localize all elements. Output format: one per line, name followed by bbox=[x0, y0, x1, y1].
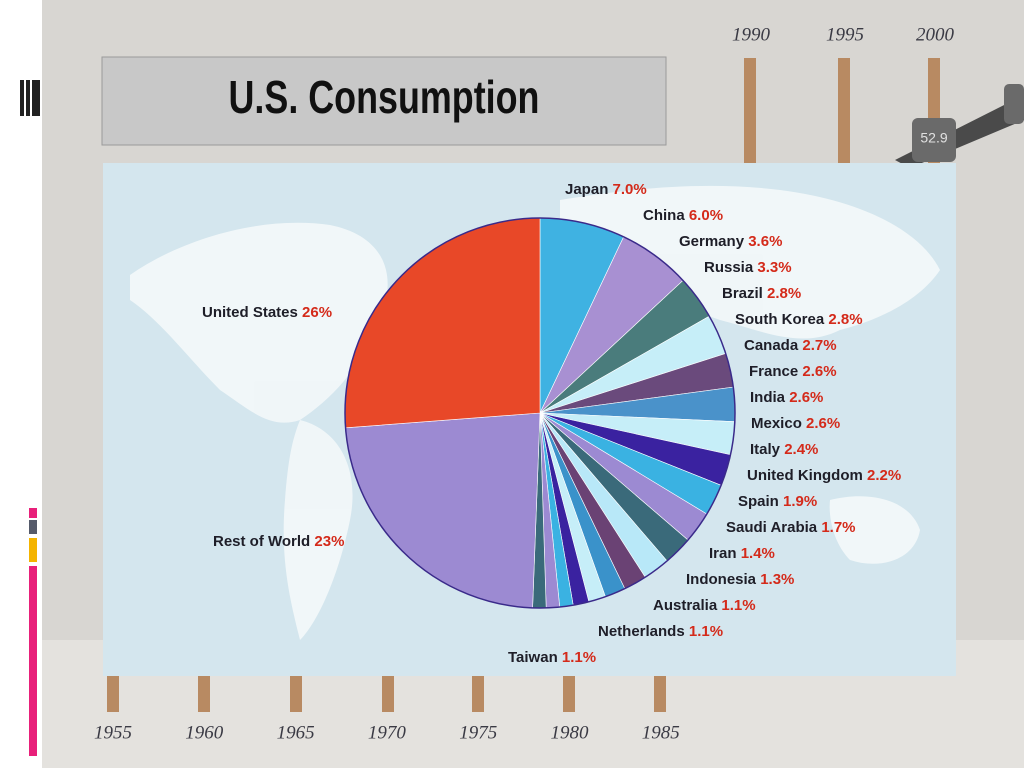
slice-value: 1.4% bbox=[741, 545, 775, 562]
slice-name: Iran bbox=[709, 545, 737, 562]
slice-value: 1.1% bbox=[721, 597, 755, 614]
slice-label: Indonesia 1.3% bbox=[686, 571, 794, 588]
slice-label: Italy 2.4% bbox=[750, 441, 818, 458]
slice-name: Mexico bbox=[751, 415, 802, 432]
slice-name: Netherlands bbox=[598, 623, 685, 640]
slice-name: Taiwan bbox=[508, 649, 558, 666]
slice-value: 2.8% bbox=[828, 311, 862, 328]
slice-name: United States bbox=[202, 304, 298, 321]
year-label: 1965 bbox=[277, 722, 315, 743]
slice-label: Canada 2.7% bbox=[744, 337, 837, 354]
year-label: 1970 bbox=[368, 722, 407, 743]
slice-label: Netherlands 1.1% bbox=[598, 623, 723, 640]
pie-outline bbox=[344, 217, 736, 609]
slice-name: Saudi Arabia bbox=[726, 519, 818, 536]
slice-name: Russia bbox=[704, 259, 754, 276]
year-label: 1990 bbox=[732, 24, 771, 45]
slice-label: Iran 1.4% bbox=[709, 545, 775, 562]
year-label: 1980 bbox=[551, 722, 590, 743]
slice-label: Taiwan 1.1% bbox=[508, 649, 596, 666]
slice-label: France 2.6% bbox=[749, 363, 837, 380]
slice-value: 2.6% bbox=[806, 415, 840, 432]
year-label: 1975 bbox=[459, 722, 497, 743]
left-decoration bbox=[20, 80, 40, 756]
slice-value: 6.0% bbox=[689, 207, 723, 224]
year-label: 1995 bbox=[826, 24, 864, 45]
slice-label: Australia 1.1% bbox=[653, 597, 756, 614]
title-box bbox=[101, 56, 667, 146]
barrel bbox=[912, 118, 956, 162]
slice-name: Germany bbox=[679, 233, 745, 250]
slice-name: India bbox=[750, 389, 786, 406]
barrel bbox=[1004, 84, 1024, 124]
slice-name: United Kingdom bbox=[747, 467, 863, 484]
year-label: 1985 bbox=[642, 722, 680, 743]
slice-label: United States 26% bbox=[202, 304, 332, 321]
slice-label: India 2.6% bbox=[750, 389, 823, 406]
pie-chart: Japan 7.0% China 6.0% Germany 3.6% Russia 3… bbox=[202, 181, 901, 666]
timeline-years: 1990 1995 2000 1955 1960 1965 1970 1975 1980 1985 bbox=[94, 24, 955, 743]
slice-name: Rest of World bbox=[213, 533, 310, 550]
slice-name: China bbox=[643, 207, 685, 224]
slice-label: Rest of World 23% bbox=[213, 533, 344, 550]
slice-value: 2.6% bbox=[789, 389, 823, 406]
year-label: 1955 bbox=[94, 722, 132, 743]
slice-label: Brazil 2.8% bbox=[722, 285, 801, 302]
slice-name: South Korea bbox=[735, 311, 825, 328]
slice-value: 26% bbox=[302, 304, 332, 321]
slice-name: Japan bbox=[565, 181, 608, 198]
slice-value: 2.4% bbox=[784, 441, 818, 458]
year-label: 1960 bbox=[185, 722, 224, 743]
slice-value: 3.6% bbox=[748, 233, 782, 250]
slice-value: 23% bbox=[314, 533, 344, 550]
slice-label: Mexico 2.6% bbox=[751, 415, 840, 432]
slice-name: Indonesia bbox=[686, 571, 757, 588]
slice-name: Spain bbox=[738, 493, 779, 510]
slice-value: 7.0% bbox=[613, 181, 647, 198]
slice-label: Germany 3.6% bbox=[679, 233, 782, 250]
slice-value: 2.8% bbox=[767, 285, 801, 302]
slice-value: 1.1% bbox=[689, 623, 723, 640]
slice-label: China 6.0% bbox=[643, 207, 723, 224]
year-label: 2000 bbox=[916, 24, 955, 45]
slice-name: Italy bbox=[750, 441, 781, 458]
slice-value: 2.6% bbox=[802, 363, 836, 380]
slice-value: 1.9% bbox=[783, 493, 817, 510]
slice-name: France bbox=[749, 363, 798, 380]
slice-value: 1.1% bbox=[562, 649, 596, 666]
slide-title: U.S. Consumption bbox=[229, 72, 540, 123]
slice-label: Russia 3.3% bbox=[704, 259, 792, 276]
slice-name: Brazil bbox=[722, 285, 763, 302]
slice-label: United Kingdom 2.2% bbox=[747, 467, 901, 484]
barrel-label: 52.9 bbox=[920, 130, 947, 146]
slice-value: 2.2% bbox=[867, 467, 901, 484]
slice-name: Canada bbox=[744, 337, 799, 354]
timeline-posts bbox=[107, 58, 940, 712]
slice-value: 1.3% bbox=[760, 571, 794, 588]
slice-name: Australia bbox=[653, 597, 718, 614]
slice-label: Saudi Arabia 1.7% bbox=[726, 519, 856, 536]
slice-label: Japan 7.0% bbox=[565, 181, 647, 198]
slice-value: 3.3% bbox=[757, 259, 791, 276]
slice-value: 2.7% bbox=[802, 337, 836, 354]
slice-label: South Korea 2.8% bbox=[735, 311, 863, 328]
slice-value: 1.7% bbox=[821, 519, 855, 536]
slice-label: Spain 1.9% bbox=[738, 493, 817, 510]
